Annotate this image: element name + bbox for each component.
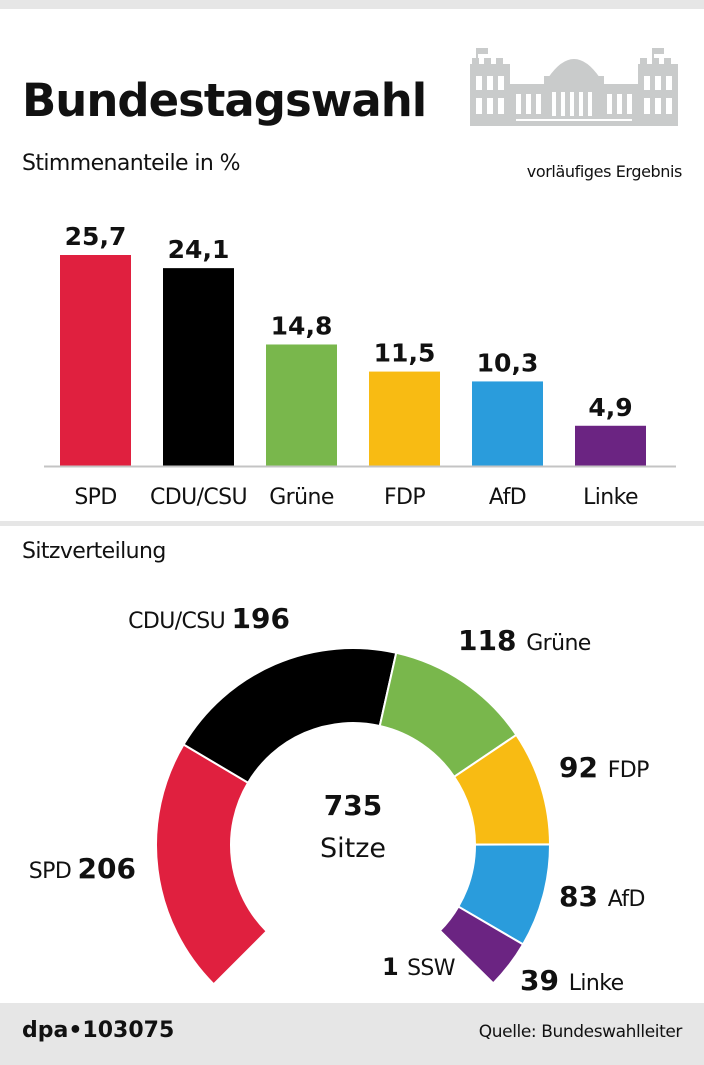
bar-linke xyxy=(575,425,646,466)
seat-count-linke: 39 xyxy=(520,964,569,997)
category-label-afd: AfD xyxy=(489,485,526,510)
bar-value-label-cdu-csu: 24,1 xyxy=(168,235,230,264)
seat-count-afd: 83 xyxy=(559,880,608,913)
seat-count-fdp: 92 xyxy=(559,751,608,784)
category-label-cdu-csu: CDU/CSU xyxy=(150,485,247,510)
seat-party-name-cdu-csu: CDU/CSU xyxy=(128,609,231,634)
bar-value-label-gruene: 14,8 xyxy=(271,311,333,340)
seat-party-name-ssw: SSW xyxy=(407,956,456,981)
seat-segment-ssw xyxy=(437,929,495,986)
bar-spd xyxy=(60,255,131,466)
seat-count-cdu-csu: 196 xyxy=(232,602,290,635)
bar-value-label-linke: 4,9 xyxy=(588,393,632,422)
vote-share-bar-chart: 25,7 SPD 24,1 CDU/CSU 14,8 Grüne 11,5 FDP 10,3 Af… xyxy=(44,222,676,510)
source-note: Quelle: Bundeswahlleiter xyxy=(478,1022,683,1042)
seat-party-name-fdp: FDP xyxy=(608,758,649,783)
seat-label-fdp: 92 FDP xyxy=(559,751,649,784)
reichstag-building-icon xyxy=(470,48,678,126)
seat-count-ssw: 1 xyxy=(382,953,407,981)
total-seats-label: Sitze xyxy=(320,833,386,864)
seat-label-ssw: 1 SSW xyxy=(382,953,456,981)
seat-party-name-spd: SPD xyxy=(29,859,78,884)
seat-label-gruene: 118 Grüne xyxy=(458,624,591,657)
seat-segment-cdu-csu xyxy=(182,647,398,785)
bar-gruene xyxy=(266,344,337,466)
seat-count-spd: 206 xyxy=(78,852,136,885)
category-label-spd: SPD xyxy=(74,485,116,510)
page-title: Bundestagswahl xyxy=(22,74,427,127)
seat-party-name-afd: AfD xyxy=(608,887,645,912)
category-label-gruene: Grüne xyxy=(269,485,334,510)
preliminary-result-note: vorläufiges Ergebnis xyxy=(526,162,683,181)
seat-label-spd: SPD 206 xyxy=(29,852,136,885)
seat-count-gruene: 118 xyxy=(458,624,526,657)
seat-distribution-half-donut: 735 Sitze SPD 206 CDU/CSU 196 118 Grüne 92 FD… xyxy=(29,602,650,997)
bar-cdu-csu xyxy=(163,268,234,466)
bar-afd xyxy=(472,381,543,466)
bar-value-label-fdp: 11,5 xyxy=(374,339,436,368)
total-seats-value: 735 xyxy=(324,789,382,822)
section-divider xyxy=(0,521,704,526)
bar-fdp xyxy=(369,371,440,466)
footer-bar: dpa•103075 Quelle: Bundeswahlleiter xyxy=(0,1003,704,1065)
top-divider xyxy=(0,0,704,9)
seat-segment-spd xyxy=(155,743,269,986)
seat-label-afd: 83 AfD xyxy=(559,880,645,913)
category-label-fdp: FDP xyxy=(384,485,425,510)
seat-label-linke: 39 Linke xyxy=(520,964,624,997)
seat-label-cdu-csu: CDU/CSU 196 xyxy=(128,602,290,635)
seat-distribution-title: Sitzverteilung xyxy=(22,539,166,564)
seat-party-name-gruene: Grüne xyxy=(526,631,591,656)
vote-share-subtitle: Stimmenanteile in % xyxy=(22,151,241,176)
bar-value-label-spd: 25,7 xyxy=(65,222,127,251)
category-label-linke: Linke xyxy=(583,485,638,510)
seat-party-name-linke: Linke xyxy=(569,971,624,996)
dpa-credit: dpa•103075 xyxy=(22,1018,175,1043)
bar-value-label-afd: 10,3 xyxy=(477,348,539,377)
